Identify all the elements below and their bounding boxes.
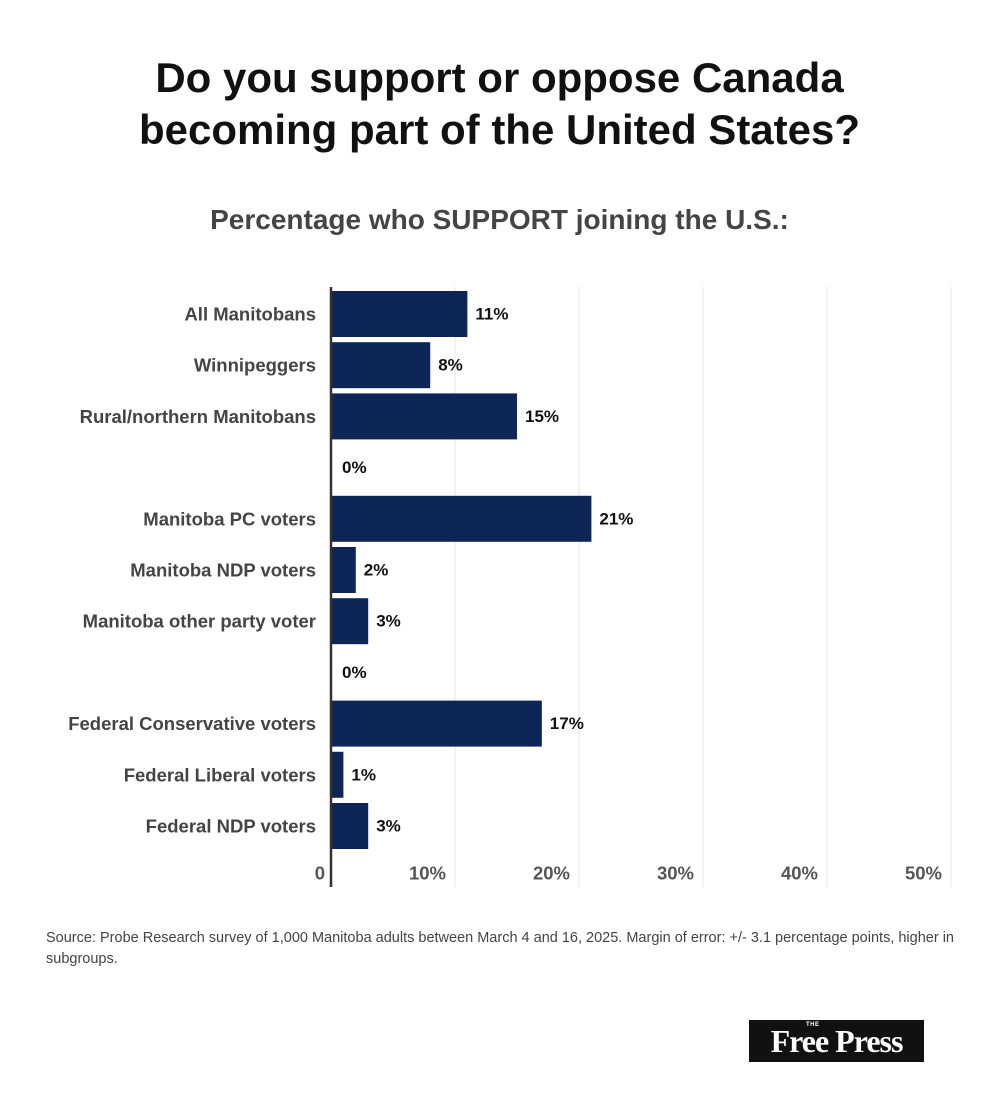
source-note: Source: Probe Research survey of 1,000 M… bbox=[46, 930, 954, 967]
free-press-logo: THE Free Press bbox=[749, 1020, 924, 1062]
logo-small-text: THE bbox=[806, 1022, 820, 1028]
value-label: 17% bbox=[550, 714, 584, 733]
value-label: 21% bbox=[599, 509, 633, 528]
bar bbox=[331, 700, 542, 747]
x-tick-label: 0 bbox=[315, 863, 325, 884]
x-tick-label: 40% bbox=[781, 863, 818, 884]
bar bbox=[331, 393, 517, 440]
category-label: Manitoba PC voters bbox=[143, 508, 316, 529]
value-label: 15% bbox=[525, 407, 559, 426]
category-label: All Manitobans bbox=[184, 304, 316, 325]
title-line-1: Do you support or oppose Canada bbox=[155, 54, 844, 101]
value-label: 0% bbox=[342, 663, 367, 682]
x-tick-label: 50% bbox=[905, 863, 942, 884]
bar bbox=[331, 803, 369, 849]
category-label: Federal Liberal voters bbox=[124, 764, 316, 785]
bar bbox=[331, 751, 344, 798]
value-label: 3% bbox=[376, 612, 401, 631]
value-label: 0% bbox=[342, 458, 367, 477]
chart-subtitle: Percentage who SUPPORT joining the U.S.: bbox=[210, 204, 789, 235]
category-label: Winnipeggers bbox=[194, 355, 316, 376]
value-label: 3% bbox=[376, 817, 401, 836]
bar bbox=[331, 495, 592, 542]
title-line-2: becoming part of the United States? bbox=[138, 106, 861, 153]
logo-main-text: Free Press bbox=[770, 1023, 904, 1059]
value-label: 8% bbox=[438, 356, 463, 375]
chart-title: Do you support or oppose Canada becoming… bbox=[0, 52, 999, 156]
value-label: 2% bbox=[364, 561, 389, 580]
bar bbox=[331, 598, 369, 645]
bar-chart: All Manitobans 11% Winnipeggers 8% Rural/nor… bbox=[68, 287, 952, 887]
x-tick-label: 30% bbox=[657, 863, 694, 884]
x-tick-label: 10% bbox=[409, 863, 446, 884]
bar bbox=[331, 342, 431, 389]
category-label: Rural/northern Manitobans bbox=[80, 406, 316, 427]
category-label: Manitoba other party voter bbox=[83, 611, 316, 632]
value-label: 11% bbox=[475, 305, 508, 324]
category-label: Federal NDP voters bbox=[146, 816, 316, 837]
bar bbox=[331, 291, 468, 337]
bar bbox=[331, 547, 356, 593]
value-label: 1% bbox=[351, 765, 376, 784]
category-label: Manitoba NDP voters bbox=[130, 560, 316, 581]
category-label: Federal Conservative voters bbox=[68, 713, 316, 734]
x-tick-label: 20% bbox=[533, 863, 570, 884]
